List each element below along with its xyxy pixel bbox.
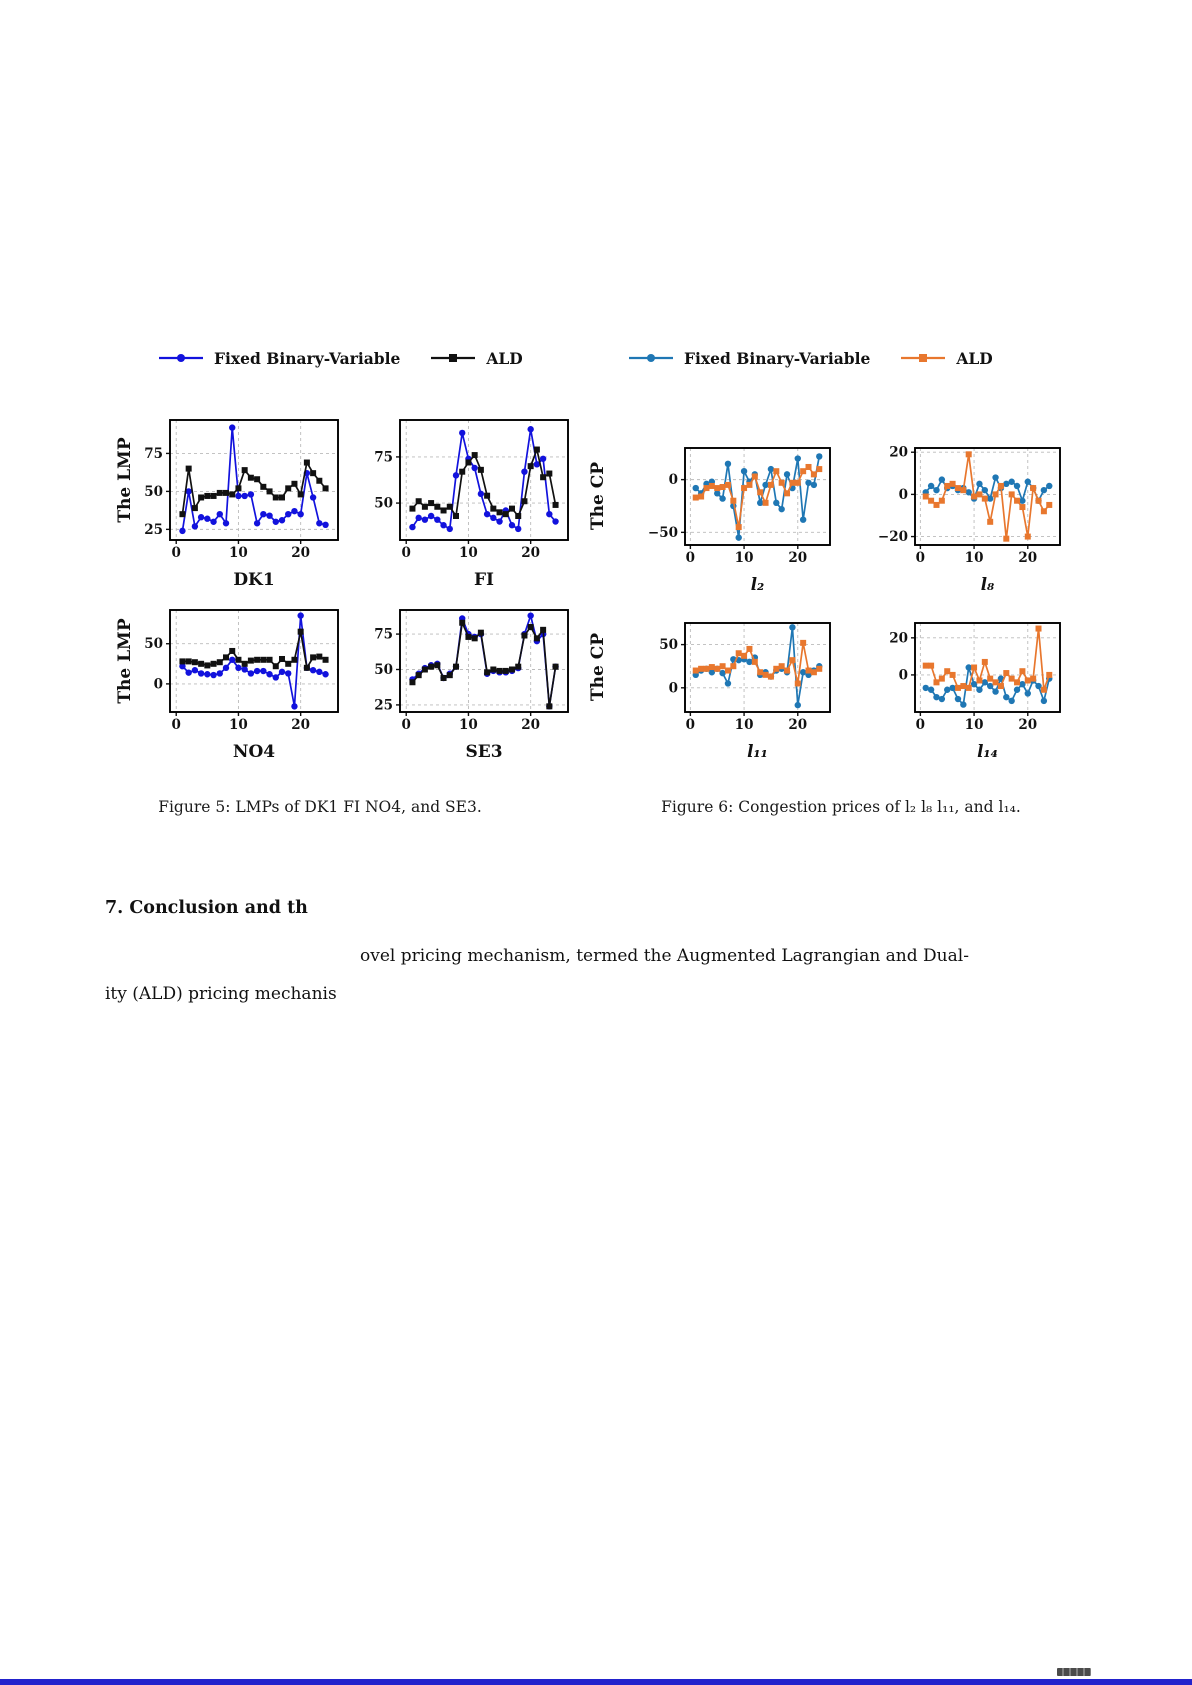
svg-text:25: 25: [144, 522, 163, 538]
svg-text:20: 20: [1018, 550, 1037, 566]
svg-text:−20: −20: [878, 529, 908, 545]
svg-text:50: 50: [659, 637, 678, 653]
svg-text:0: 0: [899, 667, 908, 683]
svg-text:20: 20: [291, 545, 310, 561]
svg-text:−50: −50: [648, 525, 678, 541]
svg-text:0: 0: [686, 717, 695, 733]
legend-item-ald: ALD: [430, 348, 523, 368]
legend-item-fixed-binary-variable: Fixed Binary-Variable: [158, 349, 400, 368]
legend-label: ALD: [956, 348, 993, 368]
svg-text:50: 50: [374, 662, 393, 678]
legend-item-fixed-binary-variable: Fixed Binary-Variable: [628, 349, 870, 368]
svg-text:20: 20: [788, 550, 807, 566]
ylabel-the-cp-bottom: The CP: [588, 632, 608, 702]
figure6-caption: Figure 6: Congestion prices of l₂ l₈ l₁₁…: [661, 798, 1021, 816]
chart-dk1: 0 10 20 25 50 75 DK1: [130, 414, 346, 590]
chart-title-l2: l₂: [750, 575, 765, 594]
svg-text:20: 20: [788, 717, 807, 733]
svg-text:50: 50: [374, 496, 393, 512]
chart-se3: 0 10 20 25 50 75 SE3: [360, 604, 576, 762]
line-square-marker-icon: [901, 354, 946, 362]
line-circle-marker-icon: [159, 354, 203, 362]
chart-title-l14: l₁₄: [977, 742, 998, 761]
chart-title-dk1: DK1: [233, 570, 275, 590]
figure5-legend: Fixed Binary-Variable ALD: [158, 346, 523, 370]
svg-text:0: 0: [669, 680, 678, 696]
chart-l14: 0 10 20 0 20 l₁₄: [870, 617, 1068, 761]
ylabel-the-cp-top: The CP: [588, 461, 608, 531]
chart-title-l11: l₁₁: [747, 742, 768, 761]
svg-text:10: 10: [229, 545, 248, 561]
bottom-blue-bar: [0, 1679, 1192, 1685]
svg-text:50: 50: [144, 636, 163, 652]
svg-text:0: 0: [669, 472, 678, 488]
legend-label: Fixed Binary-Variable: [214, 348, 401, 368]
legend-item-ald: ALD: [900, 348, 993, 368]
svg-text:20: 20: [889, 630, 908, 646]
legend-label: Fixed Binary-Variable: [684, 348, 871, 368]
svg-text:0: 0: [154, 676, 163, 692]
svg-text:0: 0: [172, 717, 181, 733]
chart-l11: 0 10 20 0 50 l₁₁: [640, 617, 838, 761]
svg-text:20: 20: [521, 717, 540, 733]
svg-text:0: 0: [916, 550, 925, 566]
tiny-text-fragment: [1057, 1668, 1091, 1676]
svg-text:10: 10: [735, 550, 754, 566]
svg-text:20: 20: [1018, 717, 1037, 733]
svg-text:10: 10: [459, 545, 478, 561]
paragraph-line-2: ity (ALD) pricing mechanis: [105, 984, 337, 1004]
line-square-marker-icon: [431, 354, 476, 362]
figure6-legend: Fixed Binary-Variable ALD: [628, 346, 993, 370]
svg-text:10: 10: [965, 717, 984, 733]
chart-l8: 0 10 20 −20 0 20 l₈: [870, 442, 1068, 594]
svg-text:0: 0: [402, 717, 411, 733]
line-circle-marker-icon: [629, 354, 673, 362]
chart-title-se3: SE3: [465, 742, 503, 762]
svg-text:10: 10: [459, 717, 478, 733]
chart-fi: 0 10 20 50 75 FI: [360, 414, 576, 590]
svg-text:0: 0: [402, 545, 411, 561]
svg-text:0: 0: [172, 545, 181, 561]
svg-text:25: 25: [374, 697, 393, 713]
paragraph-line-1: ovel pricing mechanism, termed the Augme…: [360, 946, 969, 966]
svg-text:10: 10: [229, 717, 248, 733]
svg-text:20: 20: [889, 445, 908, 461]
chart-no4: 0 10 20 0 50 NO4: [130, 604, 346, 762]
chart-title-fi: FI: [473, 570, 495, 590]
svg-text:75: 75: [374, 449, 393, 465]
chart-l2: 0 10 20 −50 0 l₂: [640, 442, 838, 594]
legend-label: ALD: [486, 348, 523, 368]
svg-text:20: 20: [521, 545, 540, 561]
svg-text:0: 0: [686, 550, 695, 566]
svg-text:50: 50: [144, 484, 163, 500]
chart-title-no4: NO4: [232, 742, 276, 762]
svg-text:10: 10: [965, 550, 984, 566]
svg-text:10: 10: [735, 717, 754, 733]
svg-text:0: 0: [916, 717, 925, 733]
section-heading: 7. Conclusion and th: [105, 898, 308, 918]
svg-text:75: 75: [374, 627, 393, 643]
chart-title-l8: l₈: [980, 575, 995, 594]
svg-text:75: 75: [144, 446, 163, 462]
svg-text:20: 20: [291, 717, 310, 733]
figure5-caption: Figure 5: LMPs of DK1 FI NO4, and SE3.: [158, 798, 482, 816]
svg-text:0: 0: [899, 487, 908, 503]
